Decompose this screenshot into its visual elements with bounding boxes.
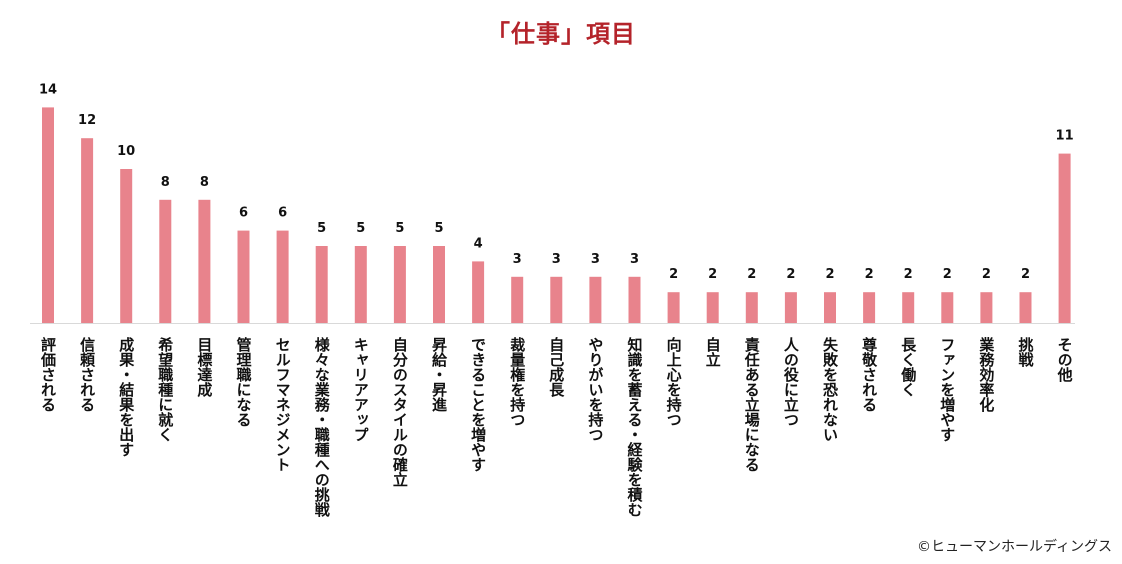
value-label-25: 2: [1021, 267, 1030, 282]
bar-13: [550, 276, 563, 323]
category-label-13: 自己成長: [547, 336, 565, 398]
value-label-15: 3: [630, 252, 639, 267]
copyright-credit: ©ヒューマンホールディングス: [916, 539, 1112, 555]
value-label-16: 2: [669, 267, 678, 282]
value-label-6: 6: [278, 206, 287, 221]
category-label-2: 成果・結果を出す: [117, 336, 135, 457]
category-label-12: 裁量権を持つ: [508, 336, 526, 427]
value-label-8: 5: [356, 221, 365, 236]
bar-14: [589, 276, 602, 323]
value-label-10: 5: [434, 221, 443, 236]
value-label-17: 2: [708, 267, 717, 282]
value-label-4: 8: [200, 175, 209, 190]
value-label-2: 10: [117, 144, 135, 159]
category-label-3: 希望職種に就く: [156, 336, 174, 442]
value-label-9: 5: [395, 221, 404, 236]
category-label-22: 長く働く: [899, 337, 917, 397]
value-label-11: 4: [474, 236, 483, 251]
value-label-26: 11: [1056, 129, 1074, 144]
category-label-25: 挑戦: [1017, 336, 1035, 368]
value-label-24: 2: [982, 267, 991, 282]
bar-12: [511, 276, 524, 323]
category-label-6: セルフマネジメント: [274, 337, 292, 472]
category-label-1: 信頼される: [78, 336, 96, 412]
value-label-21: 2: [865, 267, 874, 282]
bar-18: [745, 292, 758, 323]
value-label-20: 2: [825, 267, 834, 282]
bar-2: [120, 169, 133, 323]
category-label-20: 失敗を恐れない: [821, 336, 839, 442]
bar-16: [667, 292, 680, 323]
value-label-13: 3: [552, 252, 561, 267]
category-label-15: 知識を蓄える・経験を積む: [626, 336, 644, 517]
bar-0: [42, 107, 54, 324]
bar-25: [1019, 292, 1032, 323]
category-label-8: キャリアアップ: [352, 337, 370, 442]
bar-6: [276, 230, 289, 323]
value-label-12: 3: [513, 252, 522, 267]
category-label-11: できることを増やす: [469, 337, 487, 472]
value-label-3: 8: [161, 175, 170, 190]
bar-5: [237, 230, 250, 323]
value-label-0: 14: [39, 82, 57, 97]
bar-22: [902, 292, 915, 323]
category-label-7: 様々な業務・職種への挑戦: [313, 336, 331, 518]
bar-23: [941, 292, 954, 323]
bar-8: [354, 246, 367, 323]
category-label-21: 尊敬される: [860, 336, 878, 412]
value-label-23: 2: [943, 267, 952, 282]
category-label-16: 向上心を持つ: [665, 336, 683, 427]
category-label-19: 人の役に立つ: [782, 337, 800, 427]
bar-7: [315, 246, 328, 323]
bar-26: [1058, 153, 1071, 323]
category-label-14: やりがいを持つ: [586, 337, 604, 442]
category-label-24: 業務効率化: [977, 336, 995, 412]
bar-3: [159, 199, 172, 323]
category-label-0: 評価される: [39, 336, 57, 412]
bar-9: [393, 246, 406, 323]
bar-17: [706, 292, 719, 323]
bar-20: [824, 292, 836, 323]
category-label-5: 管理職になる: [235, 336, 253, 427]
category-label-18: 責任ある立場になる: [743, 336, 761, 472]
chart-title: 「仕事」項目: [486, 20, 636, 48]
value-label-1: 12: [78, 113, 96, 128]
bar-19: [784, 292, 797, 323]
bar-24: [980, 292, 993, 323]
category-label-23: ファンを増やす: [938, 337, 956, 442]
value-label-14: 3: [591, 252, 600, 267]
bar-10: [433, 246, 445, 323]
value-label-5: 6: [239, 206, 248, 221]
category-label-4: 目標達成: [195, 337, 213, 398]
bar-15: [628, 276, 641, 323]
value-label-22: 2: [904, 267, 913, 282]
bar-11: [472, 261, 485, 323]
category-label-26: その他: [1056, 337, 1074, 383]
bar-4: [198, 199, 211, 323]
value-label-18: 2: [747, 267, 756, 282]
category-label-9: 自分のスタイルの確立: [391, 336, 409, 487]
category-label-10: 昇給・昇進: [430, 337, 448, 412]
value-label-7: 5: [317, 221, 326, 236]
category-label-17: 自立: [704, 336, 722, 367]
value-label-19: 2: [786, 267, 795, 282]
bar-21: [863, 292, 876, 323]
bar-1: [81, 138, 94, 323]
